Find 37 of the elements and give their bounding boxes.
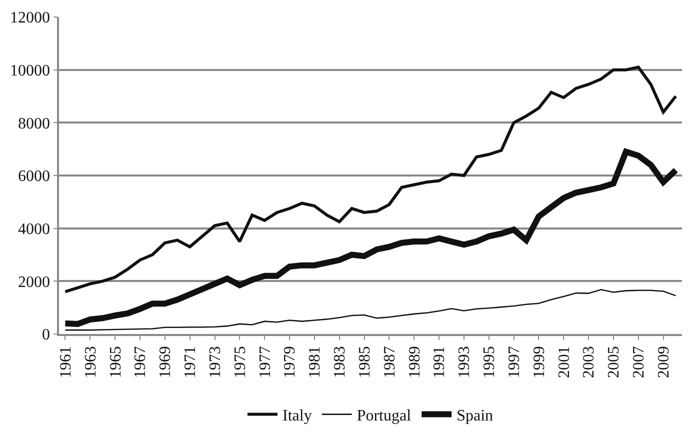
x-tick-label: 2005 [606, 346, 623, 378]
x-tick-label: 1999 [530, 346, 548, 378]
x-tick-label: 1985 [356, 346, 374, 378]
legend-label: Portugal [356, 408, 412, 425]
x-tick-label: 1971 [182, 346, 200, 378]
x-tick-label: 1979 [282, 346, 299, 378]
x-tick-label: 2003 [580, 346, 598, 378]
x-tick-label: 1975 [232, 346, 249, 378]
y-tick-label: 2000 [18, 274, 50, 291]
line-series [64, 288, 676, 331]
y-tick-label: 6000 [18, 168, 50, 186]
x-tick-label: 1983 [332, 346, 349, 378]
x-tick-label: 1961 [57, 346, 74, 378]
x-tick-label: 1965 [107, 346, 124, 378]
y-tick-label: 4000 [18, 220, 50, 238]
x-tick-label: 1969 [157, 346, 174, 378]
x-tick-label: 1993 [456, 346, 474, 378]
y-tick-label: 12000 [10, 10, 50, 27]
x-tick-label: 1997 [506, 346, 523, 378]
y-tick-label: 0 [42, 326, 50, 344]
x-tick-label: 1989 [406, 346, 424, 378]
x-tick-label: 1973 [206, 346, 224, 378]
y-tick-label: 10000 [10, 62, 50, 80]
x-tick-label: 2001 [556, 346, 573, 378]
x-tick-label: 1981 [306, 346, 324, 378]
x-tick-label: 1987 [381, 346, 398, 378]
y-tick-label: 8000 [18, 115, 50, 132]
x-tick-label: 1991 [431, 346, 448, 378]
x-tick-label: 1995 [481, 346, 498, 378]
x-tick-label: 2007 [630, 346, 648, 378]
line-series [64, 66, 678, 294]
legend-label: Italy [282, 408, 312, 425]
legend-label: Spain [456, 408, 494, 425]
x-tick-label: 1977 [256, 346, 274, 378]
x-tick-label: 2009 [656, 346, 673, 378]
x-tick-label: 1967 [132, 346, 150, 378]
x-tick-label: 1963 [82, 346, 100, 378]
